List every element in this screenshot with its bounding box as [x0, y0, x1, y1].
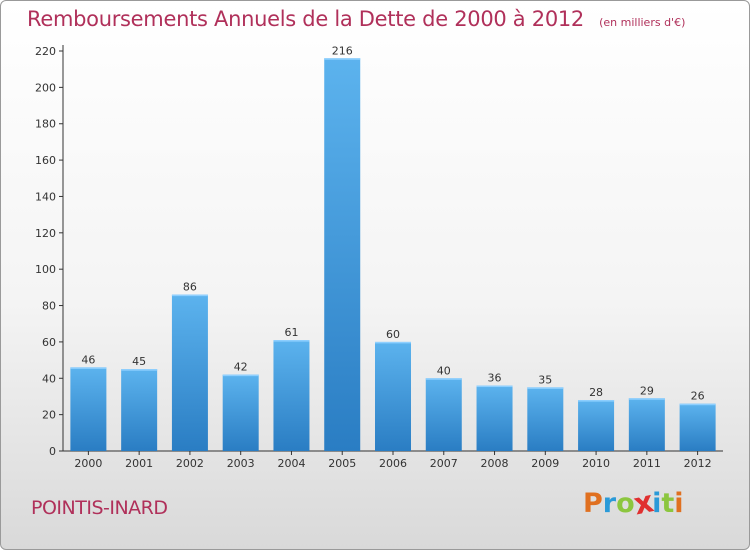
title-row: Remboursements Annuels de la Dette de 20… — [27, 7, 685, 31]
x-tick-label-2011: 2011 — [633, 457, 661, 470]
logo-letter: i — [674, 488, 684, 519]
y-tick-label: 200 — [35, 81, 56, 94]
y-tick-label: 220 — [35, 45, 56, 58]
x-tick-label-2009: 2009 — [531, 457, 559, 470]
bar-top-edge-2006 — [375, 341, 411, 344]
data-label-2004: 61 — [284, 326, 298, 339]
data-label-2009: 35 — [538, 373, 552, 386]
data-label-2006: 60 — [386, 328, 400, 341]
x-tick-label-2004: 2004 — [277, 457, 305, 470]
bar-top-edge-2003 — [222, 374, 259, 377]
commune-name: POINTIS-INARD — [31, 497, 168, 519]
logo-letter: r — [602, 488, 617, 519]
bar-2003 — [222, 374, 259, 451]
y-tick-label: 0 — [49, 445, 56, 458]
bar-2005 — [324, 58, 361, 451]
bar-2007 — [425, 378, 462, 451]
bar-top-edge-2004 — [273, 340, 310, 342]
y-tick-label: 140 — [35, 190, 56, 203]
x-tick-label-2003: 2003 — [227, 457, 255, 470]
bar-top-edge-2005 — [324, 58, 361, 60]
data-label-2012: 26 — [691, 390, 705, 403]
data-label-2002: 86 — [183, 281, 197, 294]
data-label-2003: 42 — [234, 361, 248, 374]
bar-top-edge-2002 — [171, 294, 208, 297]
data-label-2011: 29 — [640, 384, 654, 397]
bar-layer — [70, 58, 716, 451]
y-tick-label: 60 — [42, 336, 56, 349]
data-label-2000: 46 — [81, 353, 95, 366]
bar-2010 — [578, 400, 615, 451]
data-label-2001: 45 — [132, 355, 146, 368]
bar-top-edge-2008 — [476, 385, 513, 388]
bar-2009 — [527, 387, 564, 451]
x-tick-label-2006: 2006 — [379, 457, 407, 470]
y-tick-label: 120 — [35, 227, 56, 240]
x-tick-label-2002: 2002 — [176, 457, 204, 470]
data-label-2010: 28 — [589, 386, 603, 399]
y-tick-label: 80 — [42, 300, 56, 313]
data-label-2005: 216 — [332, 44, 353, 57]
logo-letter: t — [661, 488, 675, 519]
x-tick-label-2010: 2010 — [582, 457, 610, 470]
bar-top-edge-2001 — [121, 369, 158, 371]
x-tick-label-2007: 2007 — [430, 457, 458, 470]
label-layer: 2000 46 2001 45 2002 86 2003 42 2004 61 2005 216 200… — [74, 44, 711, 470]
x-tick-label-2000: 2000 — [74, 457, 102, 470]
bar-2008 — [476, 385, 513, 451]
bar-2011 — [628, 398, 665, 451]
bar-top-edge-2011 — [628, 398, 665, 400]
bar-top-edge-2009 — [527, 387, 564, 389]
bar-2006 — [375, 341, 411, 451]
data-label-2007: 40 — [437, 364, 451, 377]
y-tick-label: 40 — [42, 372, 56, 385]
bar-2002 — [171, 294, 208, 451]
bar-2012 — [679, 403, 716, 451]
x-tick-label-2008: 2008 — [481, 457, 509, 470]
logo-letter: P — [583, 488, 603, 519]
x-tick-label-2012: 2012 — [684, 457, 712, 470]
bar-top-edge-2000 — [70, 367, 107, 369]
y-tick-label: 180 — [35, 118, 56, 131]
y-tick-label: 100 — [35, 263, 56, 276]
logo-letter: i — [652, 488, 662, 519]
bar-top-edge-2007 — [425, 378, 462, 380]
bar-top-edge-2010 — [578, 400, 615, 402]
proxiti-logo[interactable]: Proxiti — [583, 485, 684, 522]
y-tick-label: 160 — [35, 154, 56, 167]
bar-2001 — [121, 369, 158, 451]
bar-2004 — [273, 340, 310, 451]
x-tick-label-2005: 2005 — [328, 457, 356, 470]
chart-title: Remboursements Annuels de la Dette de 20… — [27, 7, 584, 31]
y-tick-label: 20 — [42, 409, 56, 422]
x-tick-label-2001: 2001 — [125, 457, 153, 470]
bar-top-edge-2012 — [679, 403, 716, 406]
logo-letter: o — [616, 488, 635, 519]
data-label-2008: 36 — [488, 372, 502, 385]
bar-2000 — [70, 367, 107, 451]
chart-unit: (en milliers d'€) — [599, 16, 686, 29]
